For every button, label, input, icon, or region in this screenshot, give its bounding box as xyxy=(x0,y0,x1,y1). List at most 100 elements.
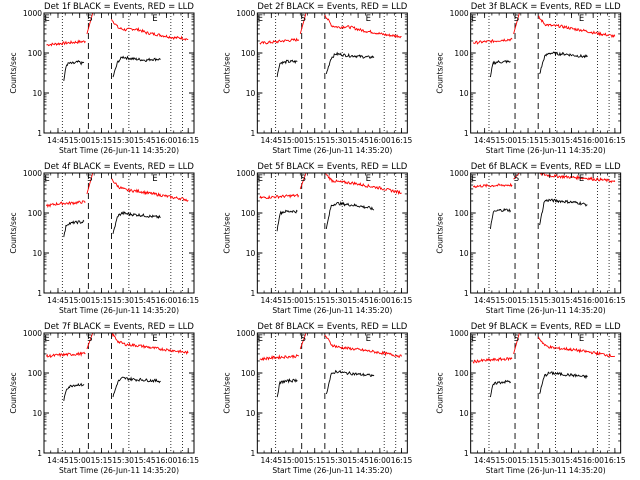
event-marker-label: E xyxy=(471,174,476,184)
events-series-line xyxy=(539,51,588,75)
x-tick-label: 14:45 xyxy=(47,136,69,145)
events-series-line xyxy=(112,210,161,235)
lld-series-line xyxy=(324,334,402,358)
y-axis-label: Counts/sec xyxy=(222,52,231,93)
x-tick-label: 15:00 xyxy=(282,136,304,145)
plot-frame xyxy=(470,172,622,294)
x-tick-label: 16:15 xyxy=(391,296,413,305)
plot-frame xyxy=(470,332,622,454)
y-tick-label: 1000 xyxy=(450,329,469,338)
detector-panel: Det 1f BLACK = Events, RED = LLD 1 10 100 10… xyxy=(9,2,199,155)
x-axis-label: Start Time (26-Jun-11 14:35:20) xyxy=(272,306,392,315)
event-marker-label: E xyxy=(258,174,263,184)
x-tick-label: 15:15 xyxy=(517,296,539,305)
x-tick-label: 15:00 xyxy=(69,136,91,145)
y-tick-label: 1000 xyxy=(236,169,255,178)
lld-series-line xyxy=(111,178,189,202)
x-tick-label: 15:15 xyxy=(91,136,113,145)
plot-frame xyxy=(43,332,195,454)
x-tick-label: 16:00 xyxy=(156,296,178,305)
panel-title: Det 5f BLACK = Events, RED = LLD xyxy=(257,162,407,172)
events-series-line xyxy=(325,200,375,229)
event-marker-label: S xyxy=(300,14,305,24)
y-tick-label: 1000 xyxy=(236,9,255,18)
plot-frame xyxy=(43,12,195,134)
x-tick-label: 16:00 xyxy=(156,456,178,465)
y-axis-label: Counts/sec xyxy=(222,372,231,413)
x-tick-label: 15:30 xyxy=(326,296,348,305)
x-tick-label: 15:30 xyxy=(326,136,348,145)
lld-series-line xyxy=(538,173,616,184)
detector-panel: Det 2f BLACK = Events, RED = LLD 1 10 100 10… xyxy=(222,2,412,155)
y-tick-label: 1 xyxy=(251,449,256,458)
x-tick-label: 15:45 xyxy=(561,296,583,305)
y-tick-label: 10 xyxy=(459,249,469,258)
x-tick-label: 15:45 xyxy=(134,456,156,465)
events-series-line xyxy=(325,369,375,395)
x-tick-label: 15:15 xyxy=(304,296,326,305)
y-tick-label: 1 xyxy=(37,129,42,138)
y-tick-label: 1 xyxy=(464,129,469,138)
event-marker-label: S xyxy=(300,174,305,184)
events-series-line xyxy=(112,55,161,78)
y-tick-label: 10 xyxy=(246,409,256,418)
detector-panel: Det 8f BLACK = Events, RED = LLD 1 10 100 10… xyxy=(222,322,412,475)
lld-series-line xyxy=(513,173,520,180)
x-axis-label: Start Time (26-Jun-11 14:35:20) xyxy=(486,306,606,315)
x-tick-label: 15:00 xyxy=(282,456,304,465)
x-tick-label: 15:15 xyxy=(517,136,539,145)
y-tick-label: 10 xyxy=(32,249,42,258)
lld-series-line xyxy=(86,13,94,35)
lld-series-line xyxy=(259,353,300,362)
x-tick-label: 16:00 xyxy=(156,136,178,145)
x-tick-label: 16:00 xyxy=(582,456,604,465)
y-tick-label: 10 xyxy=(32,89,42,98)
plot-frame xyxy=(470,12,622,134)
event-marker-label: S xyxy=(514,334,519,344)
y-axis-label: Counts/sec xyxy=(9,52,18,93)
detector-panel: Det 9f BLACK = Events, RED = LLD 1 10 100 10… xyxy=(436,322,626,475)
detector-panel: Det 5f BLACK = Events, RED = LLD 1 10 100 10… xyxy=(222,162,412,315)
x-tick-label: 15:00 xyxy=(496,296,518,305)
x-tick-label: 16:15 xyxy=(177,296,199,305)
x-tick-label: 14:45 xyxy=(47,296,69,305)
event-marker-label: S xyxy=(87,14,92,24)
event-marker-label: S xyxy=(300,334,305,344)
events-series-line xyxy=(489,59,511,78)
events-series-line xyxy=(489,207,512,229)
y-tick-label: 1000 xyxy=(236,329,255,338)
x-tick-label: 16:15 xyxy=(604,136,626,145)
y-tick-label: 1 xyxy=(464,289,469,298)
event-marker-label: E xyxy=(152,334,157,344)
events-series-line xyxy=(276,378,298,398)
panel-title: Det 9f BLACK = Events, RED = LLD xyxy=(471,322,621,332)
x-axis-label: Start Time (26-Jun-11 14:35:20) xyxy=(59,466,179,475)
event-marker-label: E xyxy=(366,334,371,344)
x-tick-label: 15:00 xyxy=(282,296,304,305)
x-tick-label: 14:45 xyxy=(47,456,69,465)
y-axis-label: Counts/sec xyxy=(436,212,445,253)
event-marker-label: S xyxy=(514,14,519,24)
panel-title: Det 4f BLACK = Events, RED = LLD xyxy=(44,162,194,172)
plot-frame xyxy=(256,12,408,134)
lld-series-line xyxy=(86,173,94,195)
y-tick-label: 1000 xyxy=(450,169,469,178)
x-tick-label: 15:30 xyxy=(539,136,561,145)
x-tick-label: 16:00 xyxy=(369,296,391,305)
plot-frame xyxy=(43,172,195,294)
x-tick-label: 15:45 xyxy=(134,136,156,145)
events-series-line xyxy=(276,209,298,232)
y-tick-label: 1 xyxy=(464,449,469,458)
y-tick-label: 100 xyxy=(241,209,256,218)
y-tick-label: 100 xyxy=(241,49,256,58)
x-tick-label: 16:00 xyxy=(582,136,604,145)
x-tick-label: 15:45 xyxy=(134,296,156,305)
events-series-line xyxy=(489,379,512,398)
event-marker-label: E xyxy=(366,174,371,184)
x-tick-label: 16:15 xyxy=(177,136,199,145)
detector-panel: Det 3f BLACK = Events, RED = LLD 1 10 100 10… xyxy=(436,2,626,155)
y-tick-label: 1000 xyxy=(23,169,42,178)
events-series-line xyxy=(539,371,588,395)
plot-frame xyxy=(256,332,408,454)
